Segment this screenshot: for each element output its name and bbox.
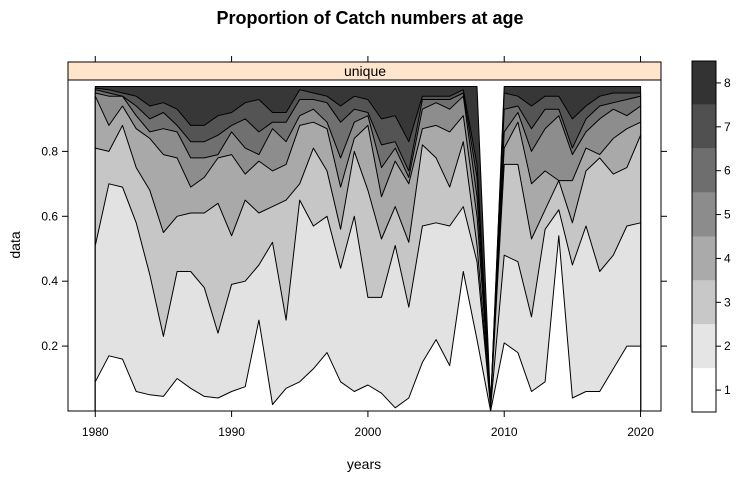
legend-swatch-8 <box>692 61 716 105</box>
legend-swatch-3 <box>692 280 716 325</box>
legend-label-3: 3 <box>724 295 731 309</box>
legend-swatch-1 <box>692 368 716 412</box>
legend-swatch-5 <box>692 192 716 237</box>
x-tick-label: 1980 <box>82 425 109 439</box>
x-axis-label: years <box>347 456 381 472</box>
y-tick-label: 0.8 <box>41 144 58 158</box>
area-series-1 <box>94 235 642 412</box>
x-tick-label: 1990 <box>218 425 245 439</box>
x-tick-label: 2020 <box>627 425 654 439</box>
plot-frame <box>67 79 662 412</box>
legend-label-7: 7 <box>724 120 731 134</box>
legend-swatch-2 <box>692 324 716 369</box>
legend-swatch-7 <box>692 104 716 149</box>
legend-label-5: 5 <box>724 208 731 222</box>
y-ticks-group: 0.2 0.4 0.6 0.8 <box>41 144 667 353</box>
x-tick-label: 2000 <box>355 425 382 439</box>
legend-frame <box>691 60 717 413</box>
legend-label-4: 4 <box>724 251 731 265</box>
panel-strip-label: unique <box>344 63 386 79</box>
legend-label-8: 8 <box>724 76 731 90</box>
y-tick-label: 0.6 <box>41 209 58 223</box>
y-tick-label: 0.4 <box>41 274 58 288</box>
y-tick-label: 0.2 <box>41 339 58 353</box>
legend-label-2: 2 <box>724 339 731 353</box>
legend-label-6: 6 <box>724 164 731 178</box>
y-axis-label: data <box>7 231 23 258</box>
chart-title: Proportion of Catch numbers at age <box>216 8 523 28</box>
x-tick-label: 2010 <box>491 425 518 439</box>
legend-swatch-4 <box>692 236 716 281</box>
legend: 1 2 3 4 5 6 7 8 <box>691 60 731 413</box>
area-series-group <box>94 86 642 412</box>
legend-swatch-6 <box>692 148 716 193</box>
x-ticks-group: 1980 1990 2000 2010 2020 <box>82 56 654 439</box>
legend-label-1: 1 <box>724 383 731 397</box>
